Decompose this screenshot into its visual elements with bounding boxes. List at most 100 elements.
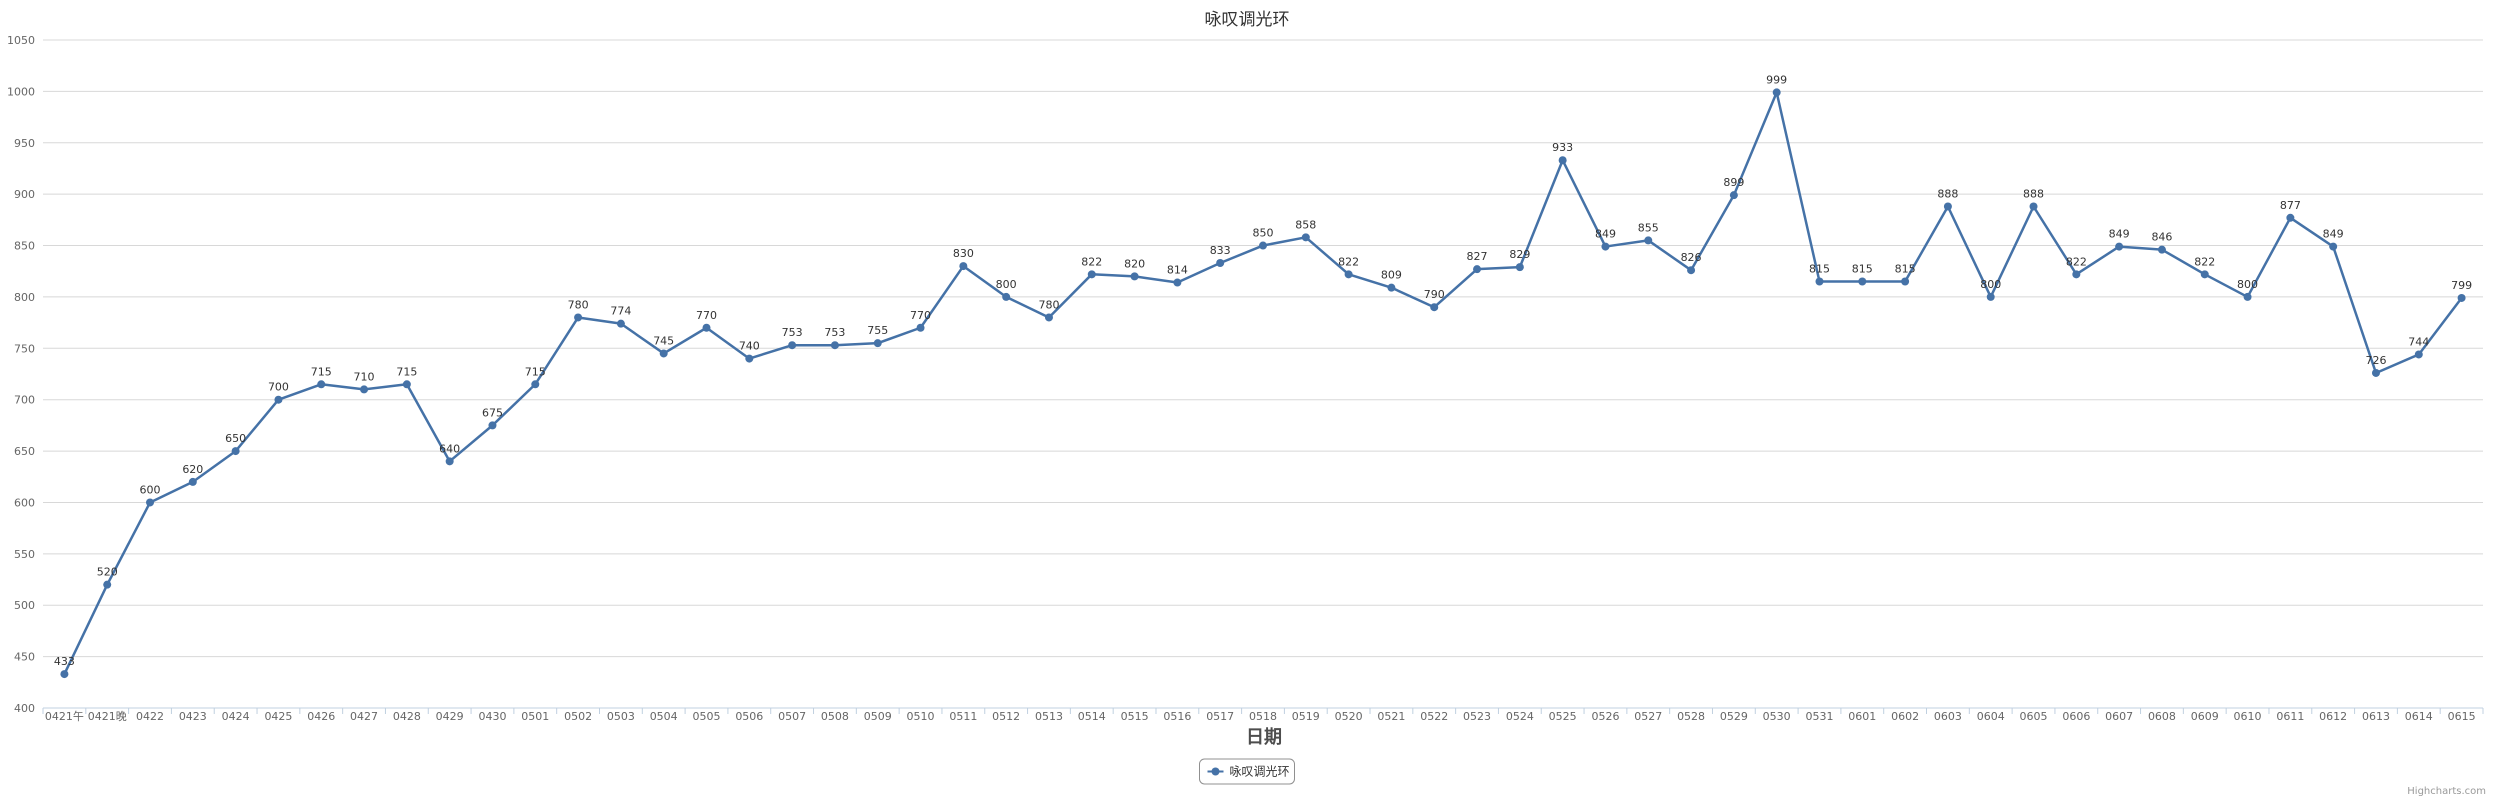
- data-label: 815: [1895, 263, 1916, 276]
- data-point[interactable]: [2243, 292, 2252, 301]
- data-point[interactable]: [2414, 350, 2423, 359]
- data-point[interactable]: [2329, 242, 2338, 251]
- x-tick-label: 0528: [1677, 710, 1705, 723]
- x-tick-label: 0521: [1377, 710, 1405, 723]
- data-label: 822: [1338, 255, 1359, 268]
- data-point[interactable]: [1858, 277, 1867, 286]
- x-tick-label: 0423: [179, 710, 207, 723]
- data-point[interactable]: [60, 670, 69, 679]
- data-label: 899: [1723, 176, 1744, 189]
- data-point[interactable]: [1473, 265, 1482, 274]
- data-labels: 433 520 600 620 650 700 715 710 715 640 675 715 780 7…: [54, 73, 2472, 668]
- data-point[interactable]: [1130, 272, 1139, 281]
- data-point[interactable]: [616, 319, 625, 328]
- data-point[interactable]: [574, 313, 583, 322]
- data-point[interactable]: [2457, 293, 2466, 302]
- data-point[interactable]: [1344, 270, 1353, 279]
- data-label: 850: [1253, 227, 1274, 240]
- data-label: 933: [1552, 141, 1573, 154]
- data-point[interactable]: [1772, 88, 1781, 97]
- data-point[interactable]: [2200, 270, 2209, 279]
- data-label: 888: [1937, 187, 1958, 200]
- data-point[interactable]: [1515, 263, 1524, 272]
- x-axis-title: 日期: [1246, 727, 1282, 748]
- data-point[interactable]: [873, 339, 882, 348]
- data-point[interactable]: [402, 380, 411, 389]
- data-point[interactable]: [959, 262, 968, 271]
- data-point[interactable]: [2115, 242, 2124, 251]
- data-point[interactable]: [1687, 266, 1696, 275]
- data-point[interactable]: [788, 341, 797, 350]
- data-point[interactable]: [659, 349, 668, 358]
- data-point[interactable]: [317, 380, 326, 389]
- data-point[interactable]: [2157, 245, 2166, 254]
- y-tick-label: 900: [14, 188, 35, 201]
- data-point[interactable]: [1387, 283, 1396, 292]
- data-point[interactable]: [488, 421, 497, 430]
- data-point[interactable]: [1558, 156, 1567, 165]
- legend-item-label[interactable]: 咏叹调光环: [1230, 765, 1290, 779]
- data-point[interactable]: [916, 323, 925, 332]
- data-point[interactable]: [1644, 236, 1653, 245]
- data-label: 849: [2323, 228, 2344, 241]
- data-point[interactable]: [1729, 191, 1738, 200]
- data-label: 755: [867, 324, 888, 337]
- data-point[interactable]: [1173, 278, 1182, 287]
- x-tick-label: 0515: [1121, 710, 1149, 723]
- data-point[interactable]: [1087, 270, 1096, 279]
- data-point[interactable]: [2029, 202, 2038, 211]
- data-label: 809: [1381, 269, 1402, 282]
- data-point[interactable]: [2286, 213, 2295, 222]
- data-point[interactable]: [1901, 277, 1910, 286]
- data-point[interactable]: [1216, 259, 1225, 268]
- data-point[interactable]: [445, 457, 454, 466]
- data-point[interactable]: [1259, 241, 1267, 250]
- x-tick-label: 0608: [2148, 710, 2176, 723]
- legend-box: [1199, 758, 1295, 785]
- x-tick-label: 0520: [1335, 710, 1363, 723]
- data-point[interactable]: [1601, 242, 1610, 251]
- legend-marker-symbol: [1211, 767, 1220, 776]
- x-tick-label: 0602: [1891, 710, 1919, 723]
- data-label: 640: [439, 442, 460, 455]
- data-label: 799: [2451, 279, 2472, 292]
- data-point[interactable]: [1044, 313, 1053, 322]
- data-point[interactable]: [1002, 292, 1011, 301]
- data-point[interactable]: [231, 447, 240, 456]
- data-point[interactable]: [702, 323, 711, 332]
- y-tick-label: 750: [14, 342, 35, 355]
- y-tick-label: 450: [14, 651, 35, 664]
- x-tick-label: 0505: [693, 710, 721, 723]
- grid-lines: [43, 39, 2483, 709]
- data-point[interactable]: [2072, 270, 2081, 279]
- data-point[interactable]: [531, 380, 540, 389]
- data-point[interactable]: [2371, 368, 2380, 377]
- data-label: 877: [2280, 199, 2301, 212]
- data-label: 829: [1509, 248, 1530, 261]
- data-label: 815: [1809, 263, 1830, 276]
- data-point[interactable]: [1943, 202, 1952, 211]
- data-point[interactable]: [188, 477, 197, 486]
- data-point[interactable]: [360, 385, 369, 394]
- x-tick-label: 0613: [2362, 710, 2390, 723]
- data-point[interactable]: [1815, 277, 1824, 286]
- x-tick-label: 0525: [1549, 710, 1577, 723]
- data-label: 822: [2194, 255, 2215, 268]
- data-point[interactable]: [830, 341, 839, 350]
- data-label: 744: [2408, 335, 2429, 348]
- y-tick-label: 600: [14, 496, 35, 509]
- data-point[interactable]: [745, 354, 754, 363]
- data-point[interactable]: [274, 395, 283, 404]
- data-label: 815: [1852, 263, 1873, 276]
- data-point[interactable]: [1301, 233, 1310, 242]
- y-tick-label: 500: [14, 599, 35, 612]
- data-point[interactable]: [1430, 303, 1439, 312]
- y-tick-label: 850: [14, 240, 35, 253]
- x-tick-label: 0425: [264, 710, 292, 723]
- data-point[interactable]: [103, 580, 112, 589]
- legend[interactable]: 咏叹调光环: [1199, 758, 1295, 785]
- credits[interactable]: Highcharts.com: [2407, 786, 2486, 797]
- data-point[interactable]: [146, 498, 155, 507]
- data-point[interactable]: [1986, 292, 1995, 301]
